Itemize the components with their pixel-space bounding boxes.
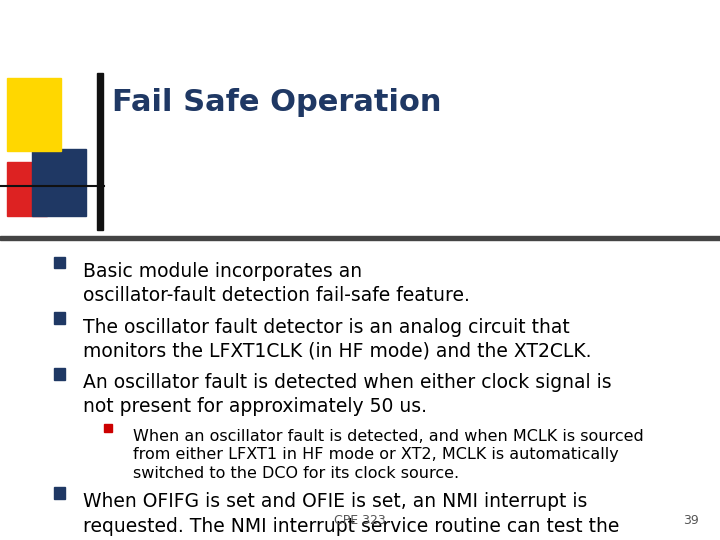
Text: When an oscillator fault is detected, and when MCLK is sourced
from either LFXT1: When an oscillator fault is detected, an…	[133, 429, 644, 481]
Bar	[54, 256, 65, 268]
Bar	[32, 148, 86, 216]
Text: Basic module incorporates an
oscillator-fault detection fail-safe feature.: Basic module incorporates an oscillator-…	[83, 262, 469, 305]
Bar	[54, 312, 65, 324]
Text: CPE 323: CPE 323	[334, 514, 386, 526]
Bar	[97, 73, 103, 230]
Bar	[104, 423, 112, 432]
Bar	[54, 487, 65, 499]
Text: Fail Safe Operation: Fail Safe Operation	[112, 88, 441, 117]
Text: 39: 39	[683, 514, 698, 526]
Bar	[7, 162, 47, 216]
Text: An oscillator fault is detected when either clock signal is
not present for appr: An oscillator fault is detected when eit…	[83, 373, 611, 416]
Text: The oscillator fault detector is an analog circuit that
monitors the LFXT1CLK (i: The oscillator fault detector is an anal…	[83, 318, 591, 361]
Text: When OFIFG is set and OFIE is set, an NMI interrupt is
requested. The NMI interr: When OFIFG is set and OFIE is set, an NM…	[83, 492, 619, 540]
Bar	[54, 368, 65, 380]
Bar	[0, 236, 720, 240]
Bar	[7, 78, 61, 151]
